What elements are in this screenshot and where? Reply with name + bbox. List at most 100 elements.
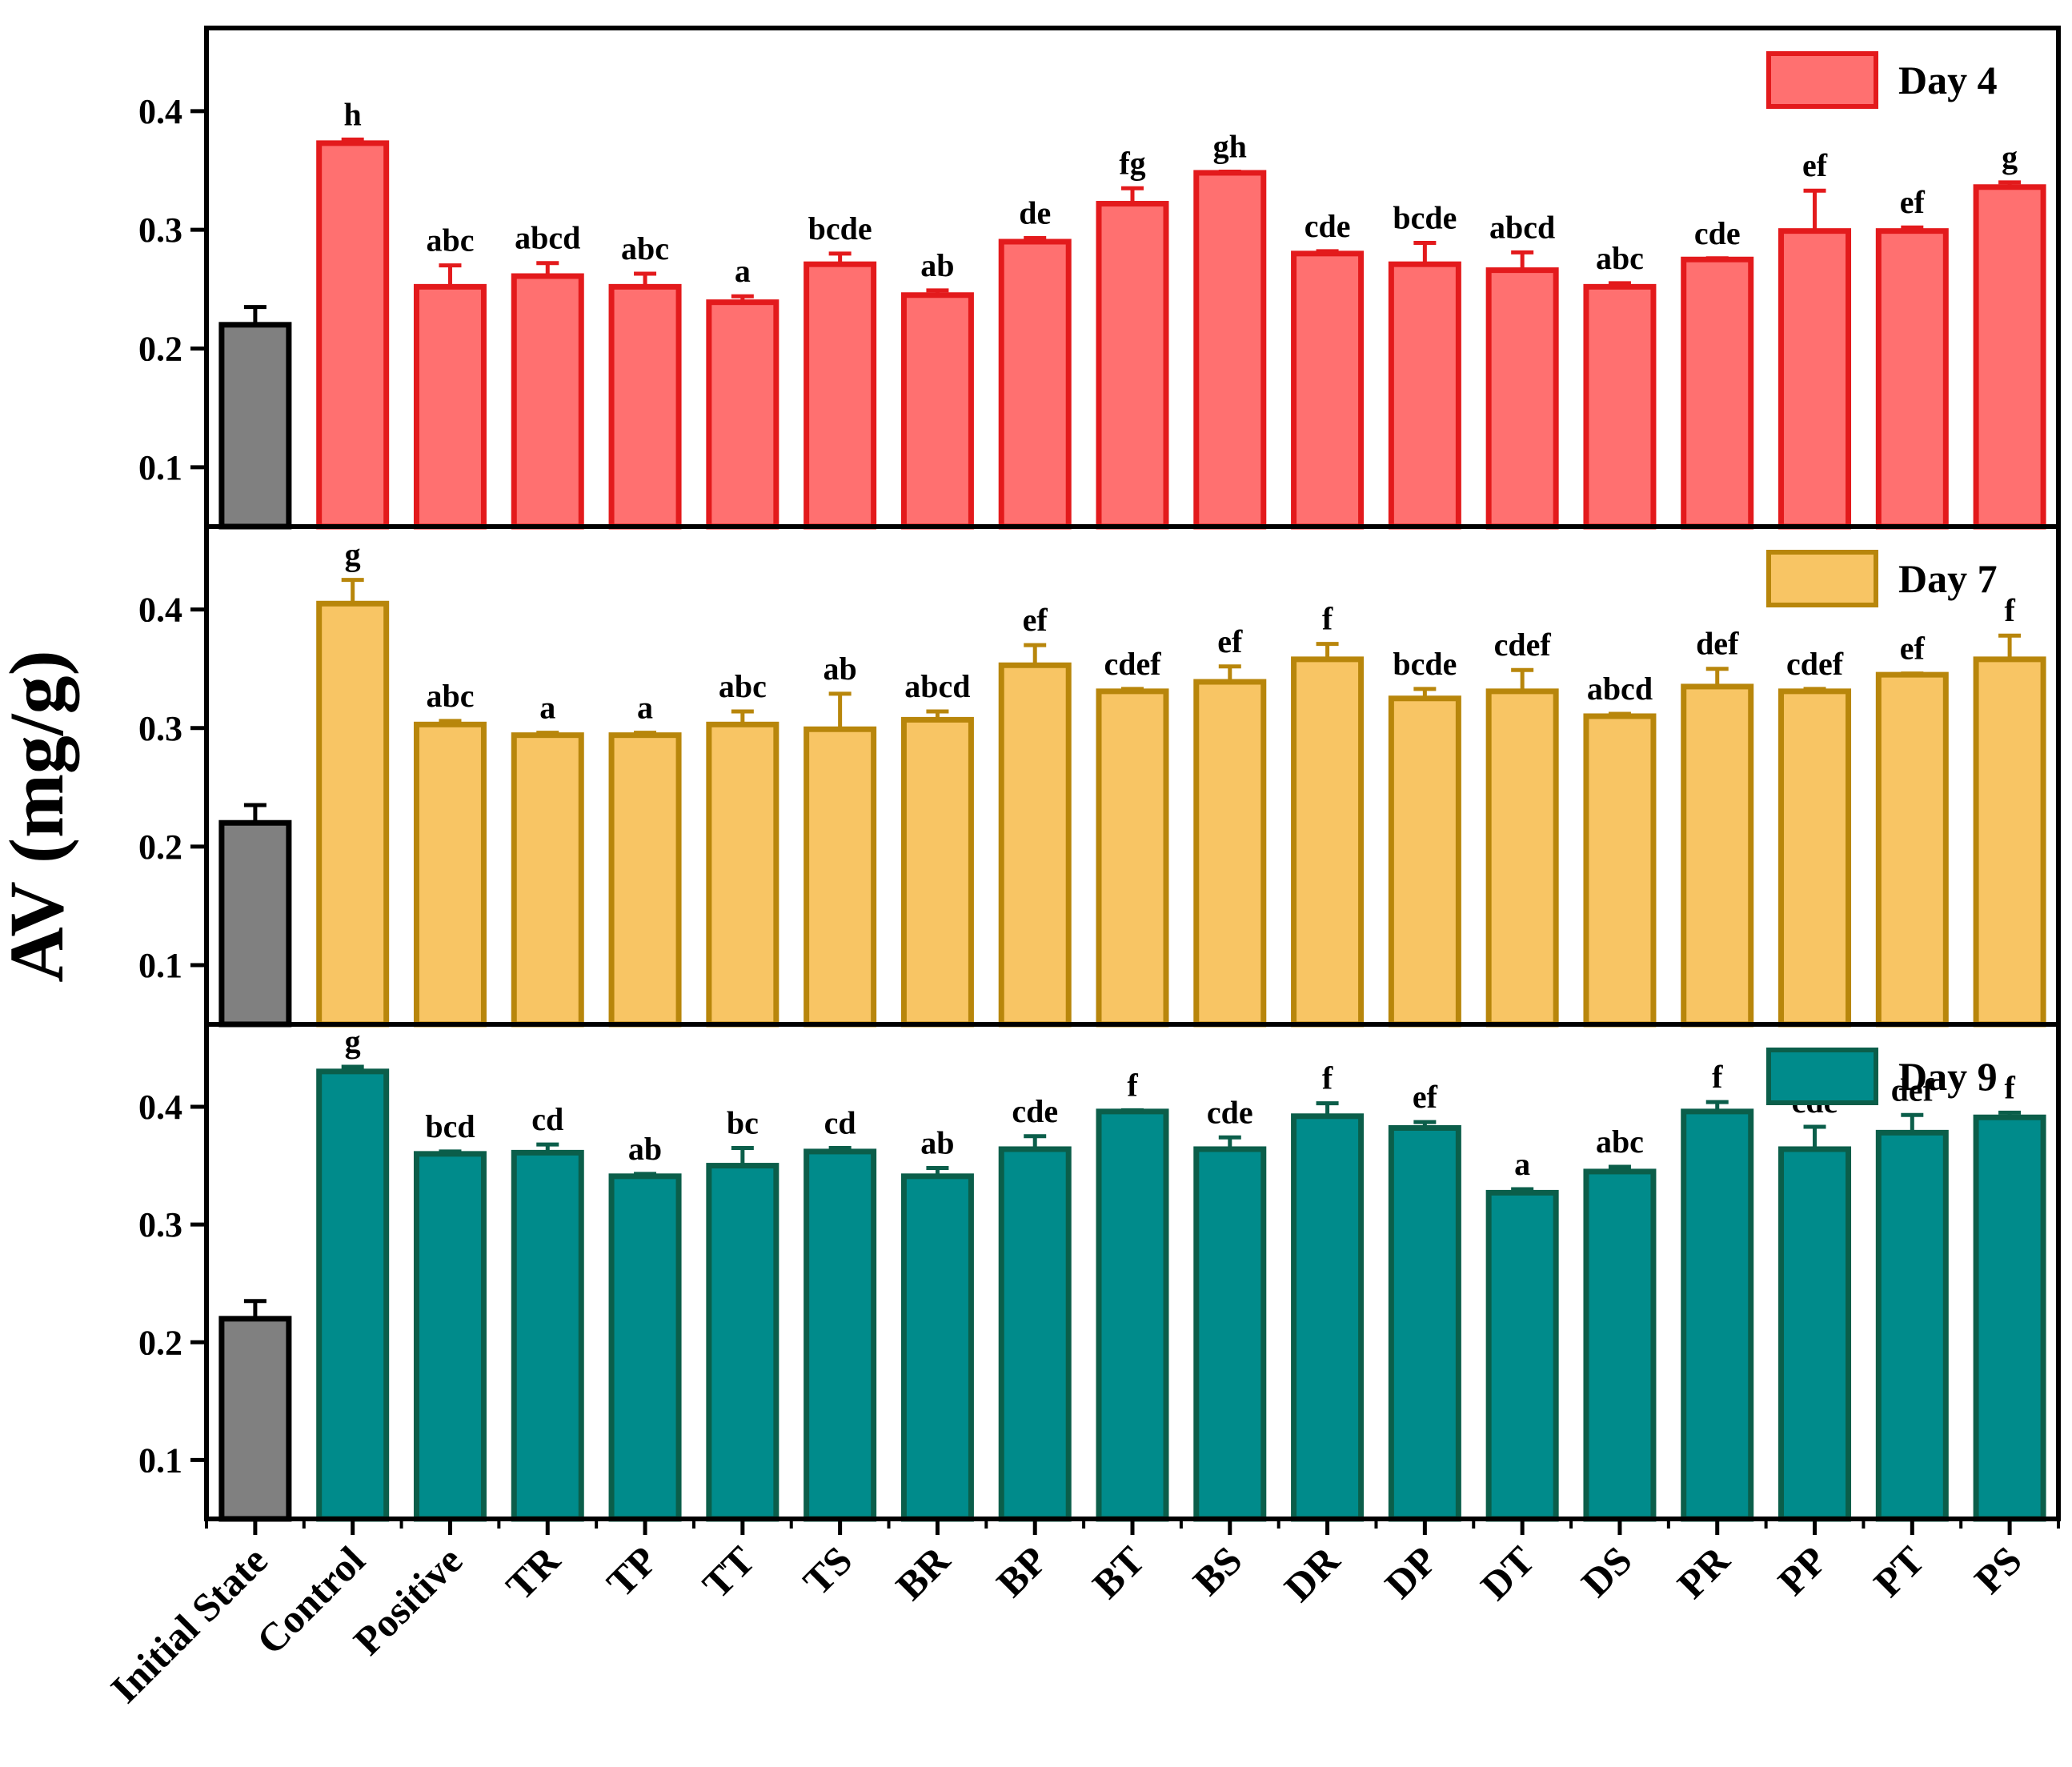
y-tick-label: 0.1 <box>138 1440 182 1480</box>
significance-label: f <box>2004 1069 2015 1105</box>
x-tick-label: PT <box>1865 1537 1933 1605</box>
bar <box>316 600 390 1028</box>
bar <box>1875 1129 1949 1522</box>
legend-swatch <box>1766 51 1878 109</box>
significance-label: bcde <box>1393 646 1457 682</box>
significance-label: f <box>1712 1059 1723 1095</box>
bar <box>900 292 974 530</box>
bar <box>1193 1146 1267 1522</box>
significance-label: cdef <box>1786 646 1844 682</box>
bar <box>413 1151 487 1522</box>
bar <box>804 261 877 530</box>
bar <box>511 273 584 530</box>
bar <box>706 721 780 1028</box>
significance-label: bcd <box>425 1108 475 1144</box>
significance-label: ef <box>1217 623 1243 659</box>
significance-label: abc <box>1596 1124 1644 1160</box>
x-tick-label: DS <box>1573 1537 1641 1605</box>
y-tick-label: 0.2 <box>138 330 182 369</box>
x-tick-label: TR <box>497 1537 568 1609</box>
bar <box>1193 170 1267 530</box>
bar <box>804 1148 877 1522</box>
bar <box>1193 679 1267 1028</box>
x-tick-label: TP <box>598 1537 666 1605</box>
significance-label: a <box>1514 1146 1530 1182</box>
bar <box>1291 656 1365 1028</box>
x-tick-label: PS <box>1966 1537 2030 1602</box>
significance-label: f <box>2004 592 2015 628</box>
bar <box>1681 1108 1754 1522</box>
significance-label: bc <box>727 1105 759 1141</box>
y-tick-label: 0.3 <box>138 210 182 250</box>
significance-label: cdef <box>1104 646 1161 682</box>
y-tick-label: 0.3 <box>138 709 182 748</box>
significance-label: h <box>344 96 362 132</box>
significance-label: f <box>1322 601 1333 637</box>
significance-label: ef <box>1802 147 1828 183</box>
legend-label: Day 4 <box>1898 58 1998 102</box>
y-tick-label: 0.4 <box>138 1088 182 1127</box>
bar <box>1388 1124 1461 1522</box>
bar <box>1485 1189 1559 1522</box>
significance-label: cde <box>1012 1093 1058 1129</box>
significance-label: g <box>345 1024 361 1060</box>
significance-label: abc <box>1596 240 1644 276</box>
significance-label: abc <box>621 230 669 266</box>
significance-label: ab <box>920 1125 954 1161</box>
bar <box>1778 1146 1852 1522</box>
bar <box>1875 671 1949 1028</box>
bar <box>413 283 487 530</box>
significance-label: cde <box>1207 1094 1253 1130</box>
bar <box>608 1173 682 1522</box>
x-tick-label: BR <box>887 1537 958 1609</box>
significance-label: ef <box>1413 1079 1438 1115</box>
significance-label: ab <box>920 247 954 283</box>
y-tick-label: 0.1 <box>138 946 182 985</box>
legend-label: Day 7 <box>1898 556 1998 601</box>
significance-label: cd <box>824 1105 856 1141</box>
bar <box>608 732 682 1028</box>
significance-label: cde <box>1694 215 1741 251</box>
significance-label: fg <box>1119 145 1145 181</box>
significance-label: g <box>345 537 361 573</box>
significance-label: abcd <box>1587 671 1653 707</box>
bar <box>511 732 584 1028</box>
bar <box>1485 688 1559 1028</box>
bar <box>1973 184 2046 530</box>
y-tick-label: 0.2 <box>138 1323 182 1362</box>
x-tick-label: DT <box>1472 1537 1543 1609</box>
bar <box>1096 1108 1169 1522</box>
bar <box>998 662 1072 1028</box>
significance-label: def <box>1891 1072 1934 1108</box>
significance-label: g <box>2002 139 2018 175</box>
significance-label: cd <box>531 1101 563 1137</box>
significance-label: ef <box>1900 631 1926 667</box>
y-tick-label: 0.2 <box>138 827 182 867</box>
bar <box>900 716 974 1028</box>
bar <box>608 283 682 530</box>
significance-label: f <box>1127 1067 1138 1103</box>
bar <box>1973 656 2046 1028</box>
x-tick-label: DP <box>1376 1537 1445 1607</box>
significance-label: a <box>637 690 653 726</box>
significance-label: a <box>735 253 751 289</box>
x-tick-label: TS <box>795 1537 861 1604</box>
bar <box>1778 688 1852 1028</box>
bar <box>1388 695 1461 1028</box>
significance-label: abc <box>426 222 474 258</box>
significance-label: bcde <box>808 210 872 246</box>
bar <box>998 1146 1072 1522</box>
bar <box>413 721 487 1028</box>
bar <box>316 1068 390 1522</box>
x-tick-label: Positive <box>345 1537 471 1663</box>
bar <box>1583 283 1657 530</box>
bar <box>706 1163 780 1522</box>
bar <box>1583 713 1657 1028</box>
x-tick-label: PP <box>1769 1537 1836 1604</box>
bar <box>1583 1168 1657 1522</box>
significance-label: bcde <box>1393 199 1457 235</box>
bar <box>1681 256 1754 530</box>
significance-label: ab <box>824 651 857 687</box>
bar <box>218 1316 292 1522</box>
